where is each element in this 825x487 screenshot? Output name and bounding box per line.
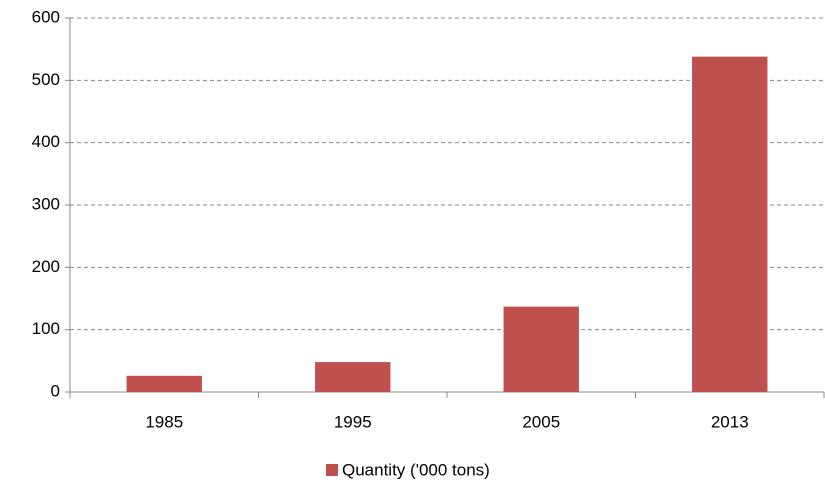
y-tick-label: 300 bbox=[32, 194, 60, 213]
y-tick-label: 200 bbox=[32, 257, 60, 276]
x-tick-label: 2005 bbox=[522, 412, 560, 431]
bar bbox=[503, 306, 579, 392]
legend-swatch bbox=[326, 464, 338, 476]
x-tick-label: 2013 bbox=[711, 412, 749, 431]
y-tick-label: 0 bbox=[51, 381, 60, 400]
y-tick-label: 500 bbox=[32, 70, 60, 89]
y-tick-label: 100 bbox=[32, 319, 60, 338]
bar bbox=[126, 375, 202, 392]
y-tick-label: 600 bbox=[32, 7, 60, 26]
x-tick-label: 1995 bbox=[334, 412, 372, 431]
bar bbox=[692, 56, 768, 392]
bar bbox=[315, 362, 391, 392]
x-tick-label: 1985 bbox=[145, 412, 183, 431]
legend-label: Quantity ('000 tons) bbox=[342, 460, 490, 479]
y-tick-label: 400 bbox=[32, 132, 60, 151]
